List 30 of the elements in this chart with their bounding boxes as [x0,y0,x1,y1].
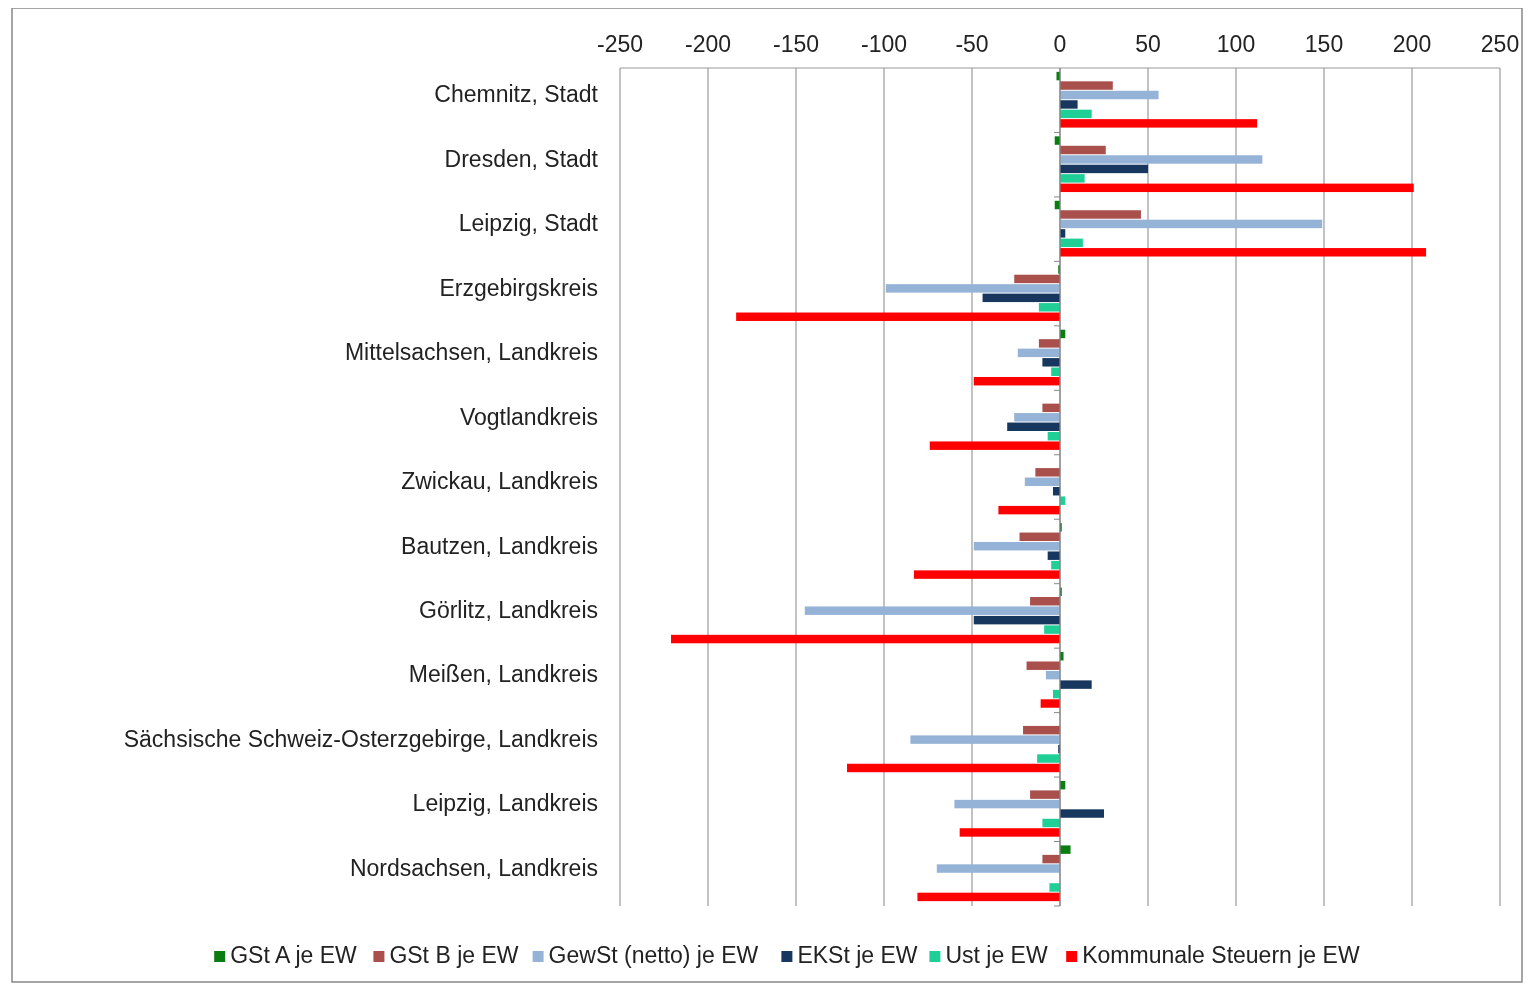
y-tick-label: Zwickau, Landkreis [401,468,598,495]
x-tick-label: -50 [955,31,989,57]
y-tick-label: Nordsachsen, Landkreis [349,854,598,881]
x-tick-label: -250 [596,31,644,57]
y-tick-label: Erzgebirgskreis [439,274,598,301]
x-tick-label: -100 [860,31,908,57]
x-tick-label: 0 [1053,31,1067,57]
legend-label: Ust je EW [945,942,1048,969]
y-tick-label: Chemnitz, Stadt [434,81,599,108]
y-tick-label: Meißen, Landkreis [408,661,598,688]
x-tick-label: 200 [1392,31,1432,57]
legend-label: EKSt je EW [797,942,918,969]
y-tick-label: Leipzig, Landkreis [412,790,598,817]
y-tick-label: Mittelsachsen, Landkreis [344,339,598,366]
x-tick-label: 100 [1216,31,1256,57]
y-tick-label: Bautzen, Landkreis [401,532,598,559]
x-tick-label: 50 [1135,31,1161,57]
x-tick-label: -150 [772,31,820,57]
y-tick-label: Dresden, Stadt [444,145,599,172]
y-tick-label: Sächsische Schweiz-Osterzgebirge, Landkreis [123,725,598,752]
y-tick-label: Görlitz, Landkreis [419,597,598,623]
legend-label: GewSt (netto) je EW [548,942,759,969]
x-tick-label: 250 [1480,31,1520,57]
legend-label: Kommunale Steuern je EW [1082,942,1360,969]
y-tick-label: Vogtlandkreis [459,403,598,430]
x-tick-label: 150 [1304,31,1344,57]
legend-label: GSt B je EW [389,942,519,969]
x-tick-label: -200 [684,31,732,57]
y-tick-label: Leipzig, Stadt [458,210,599,237]
legend-label: GSt A je EW [230,942,358,969]
